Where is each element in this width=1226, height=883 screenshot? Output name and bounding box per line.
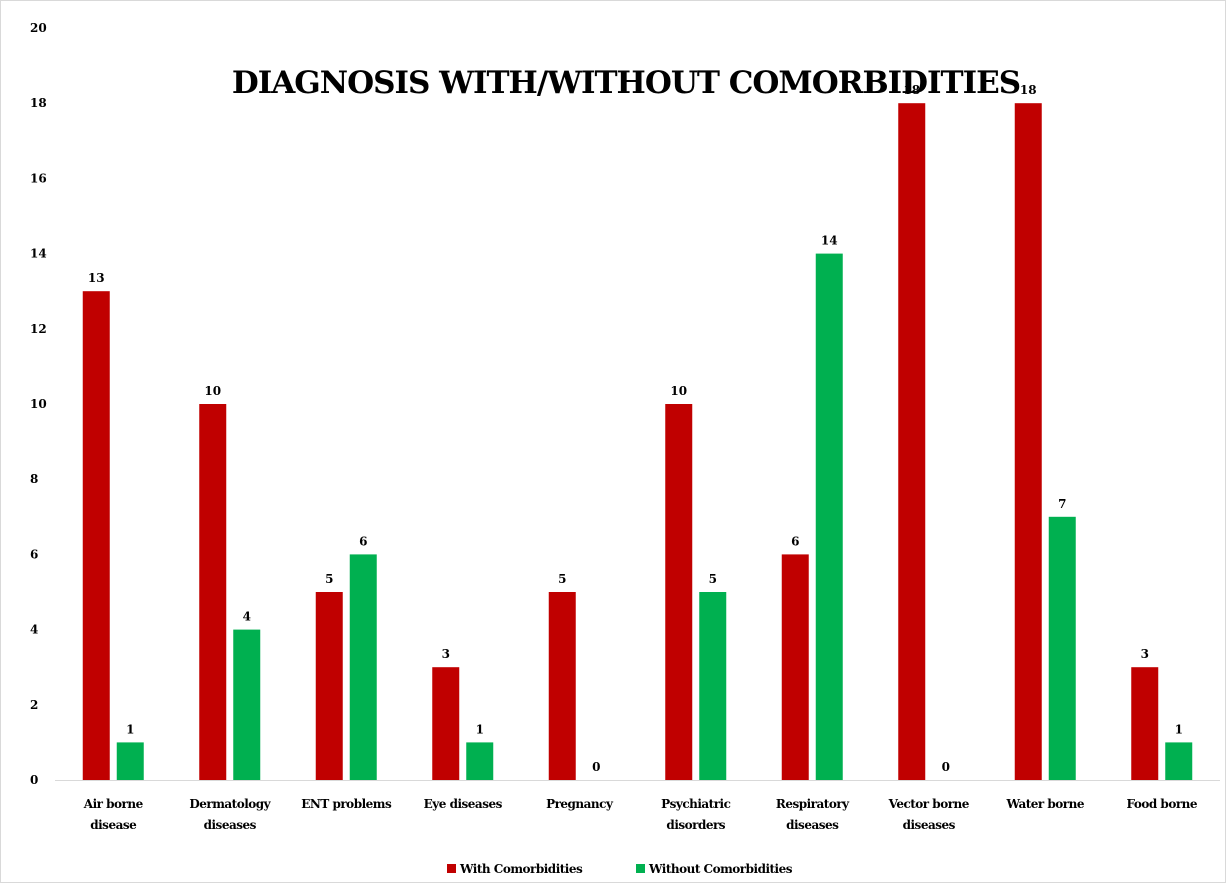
y-axis: 0 2 4 6 8 10 12 14 16 18 20: [30, 21, 47, 787]
bar-with-comorbidities: [898, 103, 926, 780]
bar-without-comorbidities: [466, 742, 494, 780]
x-tick-label: Respiratory: [776, 797, 850, 811]
data-label: 7: [1058, 497, 1066, 511]
bar-without-comorbidities: [815, 253, 843, 781]
x-tick-label: Dermatology: [189, 797, 271, 811]
y-tick-label: 12: [30, 322, 47, 336]
x-tick-label: Food borne: [1126, 797, 1197, 811]
data-label: 14: [821, 234, 838, 248]
data-label: 5: [325, 572, 333, 586]
x-tick-label: Pregnancy: [546, 797, 614, 811]
bar-with-comorbidities: [199, 404, 227, 780]
data-label: 6: [791, 534, 799, 548]
bar-with-comorbidities: [781, 554, 809, 780]
legend-label: With Comorbidities: [459, 862, 583, 876]
data-label: 6: [359, 534, 367, 548]
data-label: 3: [442, 647, 450, 661]
data-label: 1: [476, 722, 484, 736]
x-tick-label: Eye diseases: [424, 797, 503, 811]
y-tick-label: 6: [30, 547, 38, 561]
data-label: 10: [670, 384, 687, 398]
x-tick-label: Water borne: [1006, 797, 1085, 811]
x-tick-label: Psychiatric: [661, 797, 731, 811]
bar-with-comorbidities: [1131, 667, 1159, 780]
bars: 13 1 10 4 5 6 3 1 5 0 10 5 6 14 18 0 18 7 3 1: [82, 83, 1193, 781]
x-tick-label: diseases: [204, 818, 257, 832]
bar-with-comorbidities: [665, 404, 693, 780]
legend: With Comorbidities Without Comorbidities: [447, 862, 793, 876]
data-label: 0: [592, 760, 600, 774]
y-tick-label: 16: [30, 171, 47, 185]
x-axis: Air borne disease Dermatology diseases ENT p…: [55, 780, 1220, 832]
data-label: 18: [903, 83, 920, 97]
data-label: 13: [88, 271, 105, 285]
data-label: 0: [942, 760, 950, 774]
bar-with-comorbidities: [548, 592, 576, 780]
bar-without-comorbidities: [1048, 516, 1076, 780]
legend-label: Without Comorbidities: [648, 862, 793, 876]
data-label: 5: [558, 572, 566, 586]
x-tick-label: ENT problems: [301, 797, 392, 811]
legend-swatch: [447, 864, 456, 873]
y-tick-label: 4: [30, 623, 38, 637]
y-tick-label: 10: [30, 397, 47, 411]
y-tick-label: 8: [30, 472, 38, 486]
y-tick-label: 18: [30, 96, 47, 110]
chart-title: DIAGNOSIS WITH/WITHOUT COMORBIDITIES: [232, 65, 1020, 101]
x-tick-label: Air borne: [83, 797, 144, 811]
data-label: 18: [1020, 83, 1037, 97]
data-label: 5: [709, 572, 717, 586]
y-tick-label: 20: [30, 21, 47, 35]
bar-without-comorbidities: [116, 742, 144, 780]
bar-without-comorbidities: [1165, 742, 1193, 780]
data-label: 1: [126, 722, 134, 736]
x-tick-label: diseases: [786, 818, 839, 832]
data-label: 4: [243, 610, 251, 624]
y-tick-label: 0: [30, 773, 38, 787]
y-tick-label: 14: [30, 247, 47, 261]
x-tick-label: diseases: [903, 818, 956, 832]
bar-with-comorbidities: [315, 592, 343, 780]
data-label: 1: [1175, 722, 1183, 736]
bar-with-comorbidities: [1014, 103, 1042, 780]
legend-swatch: [636, 864, 645, 873]
data-label: 10: [204, 384, 221, 398]
x-tick-label: Vector borne: [888, 797, 970, 811]
bar-without-comorbidities: [699, 592, 727, 780]
bar-without-comorbidities: [349, 554, 377, 780]
bar-with-comorbidities: [82, 291, 110, 780]
bar-without-comorbidities: [233, 629, 261, 780]
y-tick-label: 2: [30, 698, 38, 712]
x-tick-label: disorders: [666, 818, 725, 832]
x-tick-label: disease: [90, 818, 137, 832]
data-label: 3: [1141, 647, 1149, 661]
bar-with-comorbidities: [432, 667, 460, 780]
